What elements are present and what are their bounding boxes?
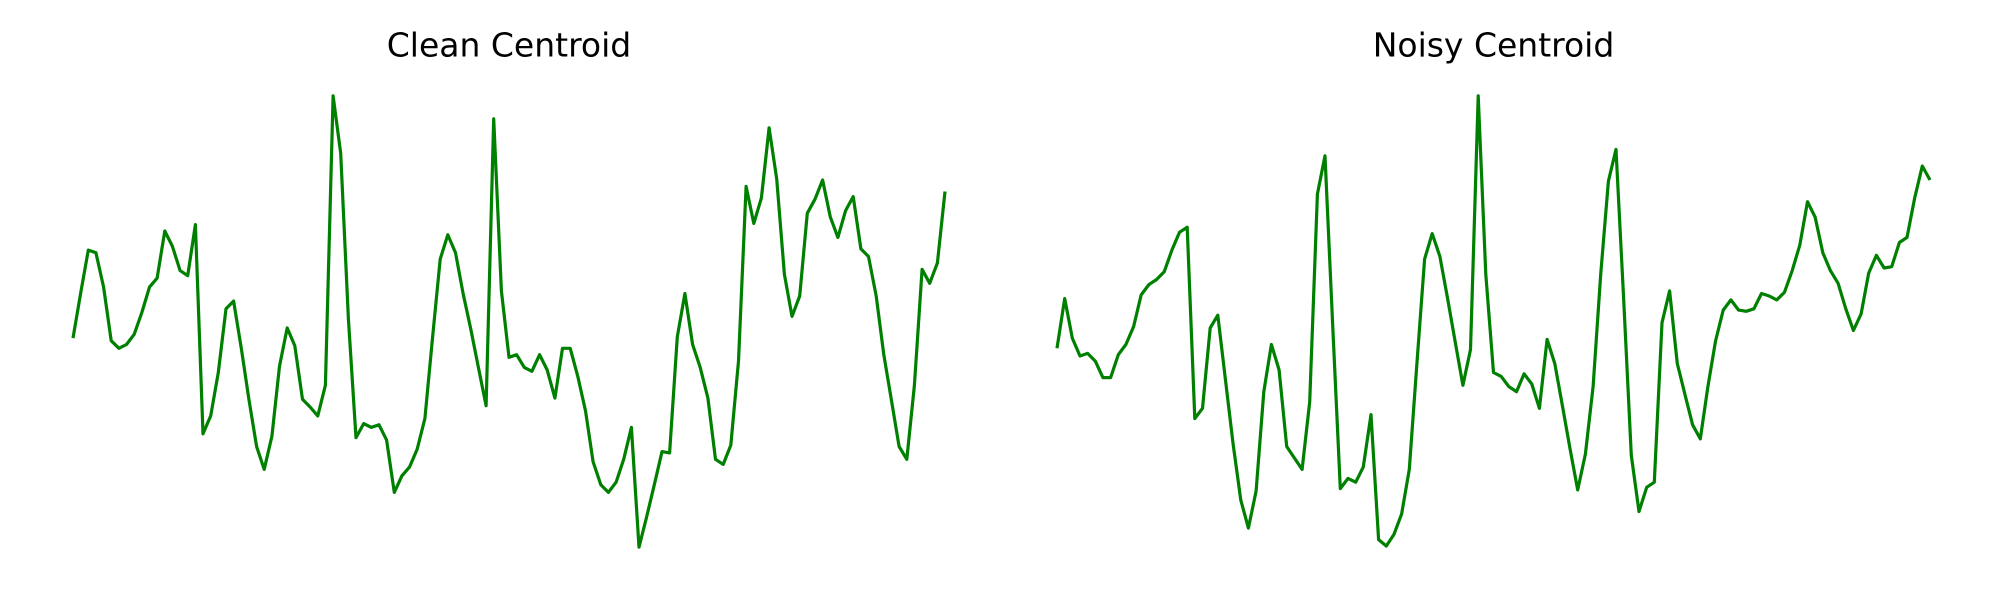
chart-title: Clean Centroid [387,26,632,65]
line-series [1055,94,1932,548]
chart-title: Noisy Centroid [1373,26,1615,65]
line-series [71,94,947,549]
